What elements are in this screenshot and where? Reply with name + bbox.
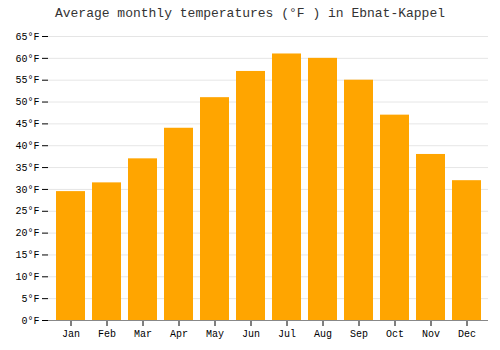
svg-text:65°F: 65°F: [15, 32, 39, 43]
svg-text:May: May: [206, 329, 224, 340]
svg-text:10°F: 10°F: [15, 272, 39, 283]
svg-text:Jun: Jun: [242, 329, 260, 340]
svg-text:5°F: 5°F: [21, 294, 39, 305]
svg-text:40°F: 40°F: [15, 141, 39, 152]
svg-text:45°F: 45°F: [15, 119, 39, 130]
svg-text:Mar: Mar: [134, 329, 152, 340]
svg-text:Nov: Nov: [422, 329, 440, 340]
svg-text:15°F: 15°F: [15, 250, 39, 261]
svg-text:Jan: Jan: [62, 329, 80, 340]
svg-text:20°F: 20°F: [15, 228, 39, 239]
svg-text:0°F: 0°F: [21, 316, 39, 327]
svg-text:Sep: Sep: [350, 329, 368, 340]
svg-text:30°F: 30°F: [15, 185, 39, 196]
svg-text:50°F: 50°F: [15, 97, 39, 108]
svg-text:Apr: Apr: [170, 329, 188, 340]
svg-text:35°F: 35°F: [15, 163, 39, 174]
svg-text:55°F: 55°F: [15, 75, 39, 86]
svg-text:Aug: Aug: [314, 329, 332, 340]
svg-text:Oct: Oct: [386, 329, 404, 340]
svg-text:Feb: Feb: [98, 329, 116, 340]
svg-text:Jul: Jul: [278, 329, 296, 340]
svg-text:Dec: Dec: [458, 329, 476, 340]
svg-text:25°F: 25°F: [15, 206, 39, 217]
html-text:Average monthly temperatures (: Average monthly temperatures (°F ) in Eb…: [55, 6, 445, 21]
svg-text:60°F: 60°F: [15, 54, 39, 65]
